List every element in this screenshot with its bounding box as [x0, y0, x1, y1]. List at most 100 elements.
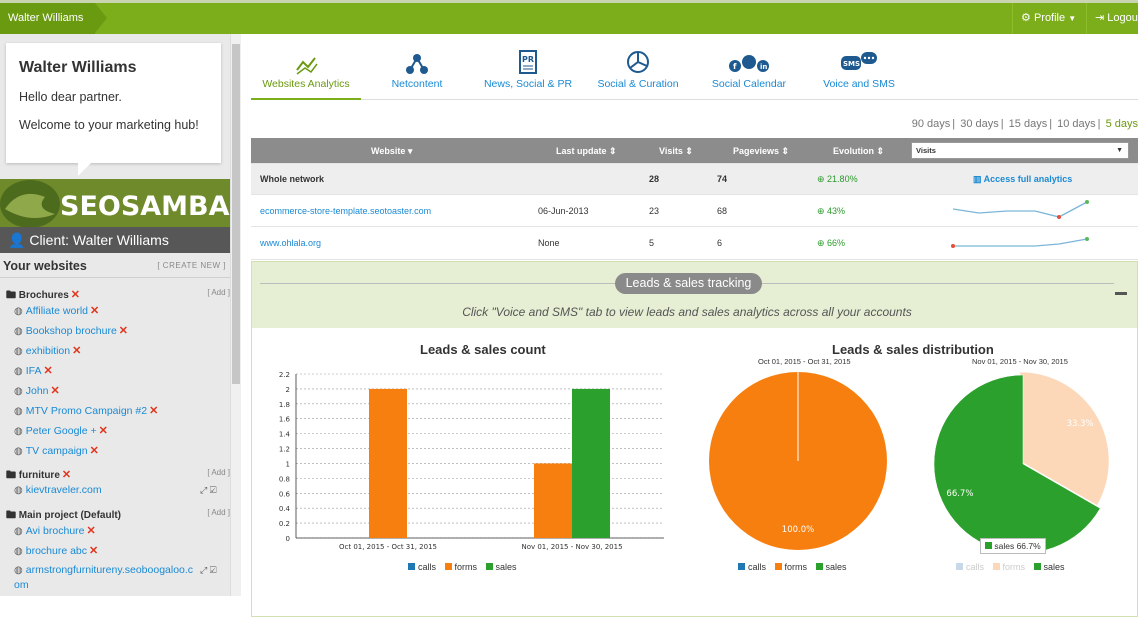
row-website[interactable]: www.ohlala.org — [260, 238, 322, 248]
site-item[interactable]: ◍ brochure abc ✕ — [14, 544, 98, 557]
pie-slice-forms[interactable] — [1019, 371, 1110, 506]
bar-forms[interactable] — [534, 463, 572, 538]
y-tick-label: 2 — [286, 386, 290, 394]
tab-netcontent[interactable]: Netcontent — [372, 48, 462, 100]
globe-icon: ◍ — [14, 406, 23, 417]
days-5[interactable]: 5 days — [1105, 118, 1138, 130]
access-analytics-link[interactable]: ▥ Access full analytics — [973, 174, 1073, 184]
tab-websites-analytics[interactable]: Websites Analytics — [251, 48, 361, 100]
group-furniture[interactable]: 🖿 furniture ✕ — [6, 468, 71, 485]
site-item[interactable]: ◍ John ✕ — [14, 384, 60, 397]
site-name: MTV Promo Campaign #2 — [25, 405, 148, 417]
site-item[interactable]: ◍ Bookshop brochure ✕ — [14, 324, 128, 337]
add-link[interactable]: [ Add ] — [207, 468, 230, 477]
row-visits: 28 — [649, 174, 660, 184]
delete-icon[interactable]: ✕ — [98, 425, 108, 437]
row-pageviews: 74 — [717, 174, 728, 184]
delete-icon[interactable]: ✕ — [89, 445, 99, 457]
leads-message: Click "Voice and SMS" tab to view leads … — [462, 305, 912, 319]
site-item[interactable]: ◍ TV campaign ✕ — [14, 444, 99, 457]
row-website[interactable]: ecommerce-store-template.seotoaster.com — [260, 206, 432, 216]
legend-swatch-calls — [408, 563, 415, 570]
site-item[interactable]: ◍ Affiliate world ✕ — [14, 304, 99, 317]
site-item[interactable]: ◍ kievtraveler.com — [14, 484, 102, 496]
delete-icon[interactable]: ✕ — [61, 469, 72, 481]
days-10[interactable]: 10 days — [1057, 118, 1096, 130]
y-tick-label: 1.2 — [279, 446, 290, 454]
table-row[interactable]: www.ohlala.org None 5 6 ⊕ 66% — [251, 227, 1138, 260]
days-separator: | — [1097, 118, 1101, 130]
metric-select[interactable]: Visits ▼ — [911, 142, 1129, 159]
edit-controls[interactable]: ⤢ ☑ — [200, 485, 217, 495]
network-icon — [406, 54, 428, 74]
tab-news-social-pr[interactable]: PR News, Social & PR — [477, 48, 579, 100]
collapse-icon[interactable] — [1115, 292, 1127, 295]
add-link[interactable]: [ Add ] — [207, 288, 230, 297]
site-name: Bookshop brochure — [25, 325, 117, 337]
site-item[interactable]: ◍ armstrongfurnitureny.seoboogaloo.c — [14, 564, 193, 576]
logout-icon: ⇥ — [1095, 12, 1105, 24]
row-evolution: ⊕ 43% — [817, 206, 846, 216]
legend-label: sales — [495, 562, 517, 572]
tab-social-calendar[interactable]: f in Social Calendar — [707, 48, 791, 100]
site-name: exhibition — [25, 345, 71, 357]
delete-icon[interactable]: ✕ — [118, 325, 129, 337]
profile-menu[interactable]: ⚙ Profile ▼ — [1012, 3, 1084, 34]
create-new-link[interactable]: [ CREATE NEW ] — [157, 261, 226, 270]
bar-forms[interactable] — [369, 388, 407, 538]
top-bar: Walter Williams ⚙ Profile ▼ ⇥ Logout — [0, 0, 1138, 34]
bar-sales[interactable] — [572, 388, 610, 538]
site-item[interactable]: ◍ exhibition ✕ — [14, 344, 81, 357]
days-90[interactable]: 90 days — [911, 118, 951, 130]
site-item[interactable]: ◍ Avi brochure ✕ — [14, 524, 96, 537]
add-link[interactable]: [ Add ] — [207, 508, 230, 517]
tab-bar: Websites Analytics Netcontent PR News, S… — [251, 48, 1138, 100]
sidebar: Walter Williams Hello dear partner. Welc… — [0, 34, 241, 596]
row-visits: 23 — [649, 206, 660, 216]
delete-icon[interactable]: ✕ — [149, 405, 159, 417]
site-item[interactable]: ◍ MTV Promo Campaign #2 ✕ — [14, 404, 158, 417]
site-name: Peter Google + — [25, 425, 97, 437]
delete-icon[interactable]: ✕ — [86, 525, 96, 537]
site-name: TV campaign — [25, 445, 88, 457]
site-item-continued[interactable]: om — [14, 579, 29, 591]
table-row[interactable]: ecommerce-store-template.seotoaster.com … — [251, 195, 1138, 227]
table-row[interactable]: Whole network 28 74 ⊕ 21.80% ▥ Access fu… — [251, 164, 1138, 195]
tab-voice-sms[interactable]: SMS Voice and SMS — [819, 48, 899, 100]
group-name: furniture — [18, 470, 60, 481]
tab-label: Social Calendar — [711, 78, 787, 90]
col-last-update[interactable]: Last update ⇕ — [556, 146, 617, 156]
y-tick-label: 1.8 — [279, 401, 290, 409]
tab-social-curation[interactable]: Social & Curation — [592, 48, 684, 100]
group-main-project[interactable]: 🖿 Main project (Default) — [6, 508, 121, 525]
days-15[interactable]: 15 days — [1008, 118, 1048, 130]
globe-icon: ◍ — [14, 426, 23, 437]
delete-icon[interactable]: ✕ — [89, 545, 99, 557]
delete-icon[interactable]: ✕ — [70, 289, 81, 301]
delete-icon[interactable]: ✕ — [50, 385, 60, 397]
delete-icon[interactable]: ✕ — [43, 365, 53, 377]
col-evolution[interactable]: Evolution ⇕ — [833, 146, 885, 156]
site-item[interactable]: ◍ Peter Google + ✕ — [14, 424, 108, 437]
logout-button[interactable]: ⇥ Logout — [1086, 3, 1138, 34]
tab-label: Netcontent — [391, 78, 443, 90]
pie-slice-sales[interactable] — [933, 374, 1101, 554]
site-item[interactable]: ◍ IFA ✕ — [14, 364, 53, 377]
pie1-subtitle: Oct 01, 2015 - Oct 31, 2015 — [758, 357, 851, 366]
delete-icon[interactable]: ✕ — [72, 345, 82, 357]
sparkline — [951, 237, 1089, 248]
scrollbar-thumb[interactable] — [232, 44, 240, 384]
edit-controls[interactable]: ⤢ ☑ — [200, 565, 217, 575]
your-websites-title: Your websites — [3, 259, 87, 273]
col-visits[interactable]: Visits ⇕ — [659, 146, 693, 156]
days-30[interactable]: 30 days — [960, 118, 999, 130]
col-pageviews[interactable]: Pageviews ⇕ — [733, 146, 790, 156]
days-separator: | — [1049, 118, 1053, 130]
group-brochures[interactable]: 🖿 Brochures ✕ — [6, 288, 80, 305]
svg-text:in: in — [760, 63, 767, 71]
breadcrumb[interactable]: Walter Williams — [0, 3, 108, 34]
col-website[interactable]: Website ▾ — [371, 146, 413, 156]
sidebar-scrollbar[interactable] — [230, 34, 241, 596]
pie-label: 100.0% — [782, 525, 814, 535]
delete-icon[interactable]: ✕ — [90, 305, 100, 317]
